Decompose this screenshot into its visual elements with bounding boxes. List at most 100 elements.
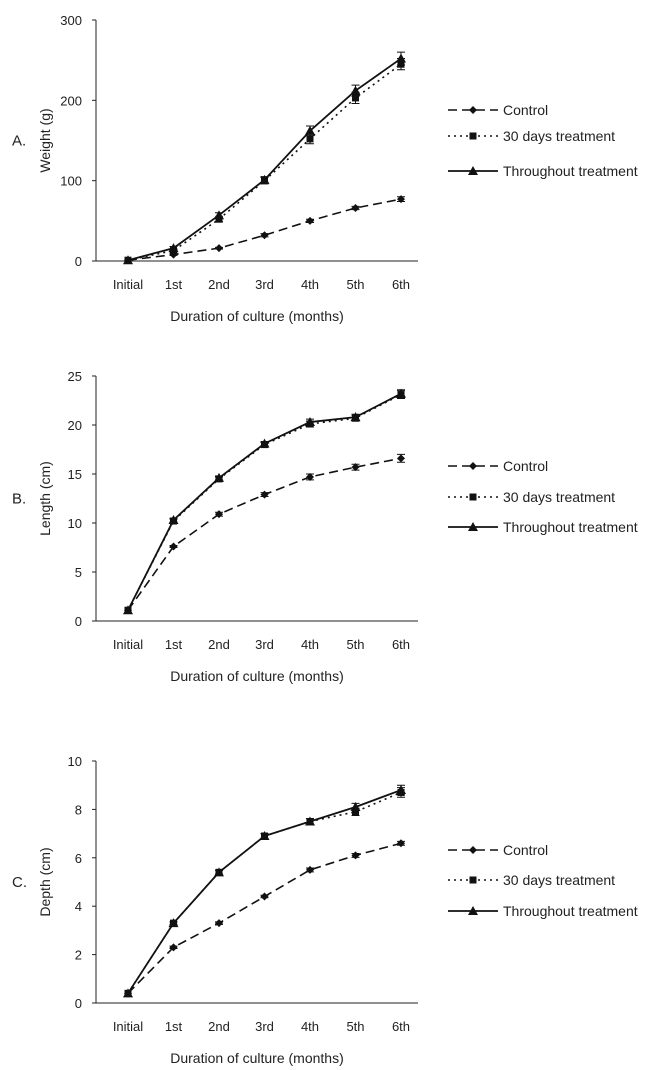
legend-label: Throughout treatment — [503, 903, 638, 919]
legend-marker — [469, 493, 477, 501]
y-axis-label: Depth (cm) — [37, 847, 53, 916]
panel-label: B. — [12, 491, 26, 508]
y-axis-label: Length (cm) — [37, 461, 53, 536]
y-tick-label: 15 — [68, 467, 82, 482]
y-tick-label: 10 — [68, 754, 82, 769]
series-line — [127, 842, 402, 994]
x-axis-label: Duration of culture (months) — [170, 308, 344, 324]
data-point — [214, 867, 224, 877]
data-point — [215, 244, 223, 253]
legend-marker — [469, 132, 477, 140]
x-tick-label: 6th — [392, 277, 410, 292]
x-tick-label: 5th — [346, 277, 364, 292]
series-control — [124, 839, 405, 998]
data-point — [397, 839, 405, 848]
y-tick-label: 6 — [75, 851, 82, 866]
legend-entry: Throughout treatment — [448, 519, 638, 535]
legend-label: Control — [503, 102, 548, 118]
x-tick-label: Initial — [113, 277, 143, 292]
data-point — [306, 135, 314, 143]
data-point — [168, 918, 179, 928]
y-tick-label: 300 — [60, 13, 82, 28]
data-point — [352, 94, 359, 102]
data-point — [214, 472, 224, 482]
legend-entry: Control — [448, 458, 548, 474]
x-tick-label: 2nd — [208, 637, 230, 652]
series-line — [127, 789, 402, 994]
y-tick-label: 5 — [75, 565, 82, 580]
data-point — [305, 417, 315, 427]
series-line — [127, 392, 402, 611]
y-tick-label: 8 — [75, 802, 82, 817]
x-tick-label: 4th — [301, 1019, 319, 1034]
x-tick-label: 5th — [346, 637, 364, 652]
data-point — [397, 195, 405, 204]
y-tick-label: 4 — [75, 899, 82, 914]
panel-label: A. — [12, 133, 26, 150]
y-tick-label: 10 — [68, 516, 82, 531]
legend-marker — [468, 522, 478, 531]
legend-entry: 30 days treatment — [448, 128, 615, 144]
x-tick-label: 5th — [346, 1019, 364, 1034]
data-point — [259, 831, 270, 841]
x-tick-label: 2nd — [208, 1019, 230, 1034]
x-tick-label: 6th — [392, 637, 410, 652]
legend-label: Control — [503, 458, 548, 474]
series-line — [127, 198, 402, 261]
data-point — [352, 808, 359, 816]
series-throughout-treatment — [123, 51, 406, 265]
x-tick-label: 1st — [165, 637, 183, 652]
data-point — [306, 865, 314, 874]
legend-label: 30 days treatment — [503, 872, 615, 888]
series-line — [127, 457, 402, 611]
series-throughout-treatment — [123, 388, 406, 615]
data-point — [396, 785, 406, 795]
data-point — [215, 215, 223, 223]
y-tick-label: 200 — [60, 93, 82, 108]
legend-marker — [468, 906, 478, 915]
data-point — [215, 510, 223, 519]
legend-entry: 30 days treatment — [448, 872, 615, 888]
y-tick-label: 0 — [75, 254, 82, 269]
legend-label: Control — [503, 842, 548, 858]
series-line — [127, 393, 402, 611]
legend-marker — [469, 876, 477, 884]
legend-marker — [468, 166, 478, 175]
y-tick-label: 0 — [75, 614, 82, 629]
legend-label: Throughout treatment — [503, 519, 638, 535]
data-point — [350, 412, 361, 422]
x-tick-label: 6th — [392, 1019, 410, 1034]
x-tick-label: 4th — [301, 277, 319, 292]
data-point — [351, 463, 360, 472]
series-30-days-treatment — [124, 390, 405, 614]
x-axis-label: Duration of culture (months) — [170, 1050, 344, 1066]
legend-entry: 30 days treatment — [448, 489, 615, 505]
x-tick-label: 3rd — [255, 277, 274, 292]
x-tick-label: 1st — [165, 277, 183, 292]
legend-entry: Control — [448, 842, 548, 858]
legend-label: 30 days treatment — [503, 489, 615, 505]
legend-entry: Throughout treatment — [448, 163, 638, 179]
data-point — [396, 53, 406, 63]
legend-entry: Throughout treatment — [448, 903, 638, 919]
x-tick-label: 3rd — [255, 637, 274, 652]
y-tick-label: 2 — [75, 948, 82, 963]
legend-entry: Control — [448, 102, 548, 118]
x-tick-label: 2nd — [208, 277, 230, 292]
data-point — [305, 816, 315, 826]
data-point — [351, 203, 360, 212]
legend-marker — [469, 106, 477, 114]
data-point — [306, 216, 314, 225]
series-30-days-treatment — [124, 787, 405, 997]
data-point — [259, 174, 270, 184]
data-point — [260, 231, 269, 240]
data-point — [168, 515, 179, 525]
y-axis-label: Weight (g) — [37, 108, 53, 172]
legend-label: Throughout treatment — [503, 163, 638, 179]
data-point — [350, 801, 361, 811]
series-line — [127, 63, 402, 261]
y-tick-label: 20 — [68, 418, 82, 433]
x-tick-label: Initial — [113, 1019, 143, 1034]
legend-label: 30 days treatment — [503, 128, 615, 144]
